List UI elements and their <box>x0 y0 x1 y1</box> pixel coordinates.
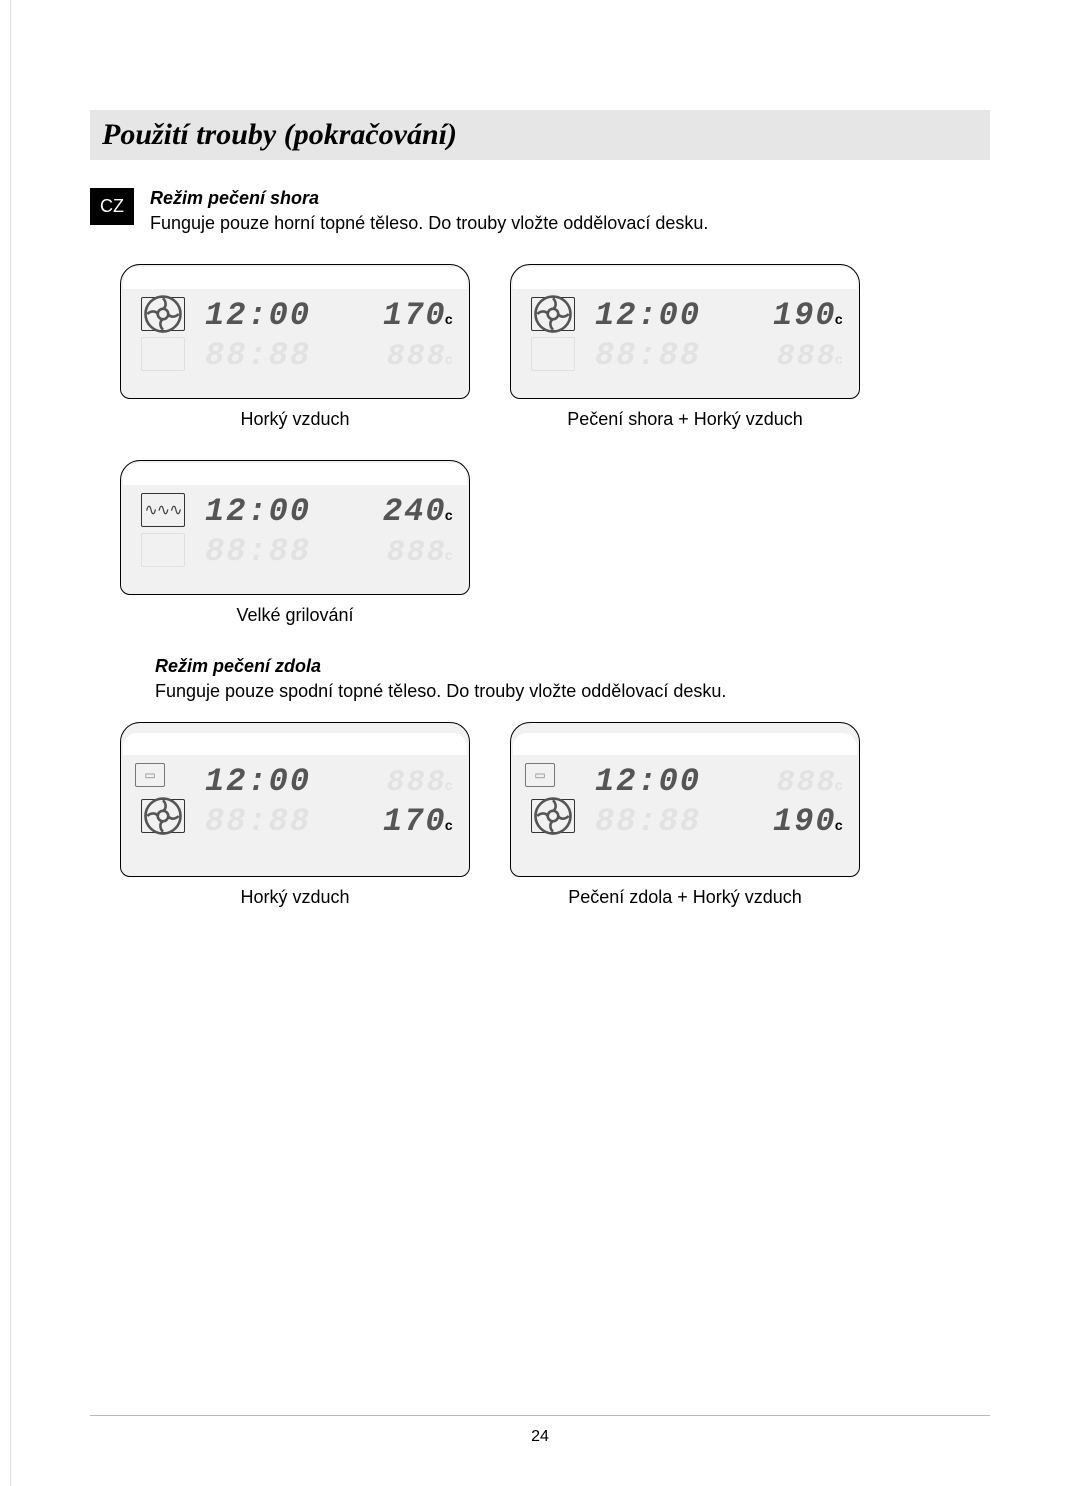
display-time-ghost: 88:88 <box>205 533 311 570</box>
display-panel: ∿∿∿ 12:00 240c 88:88 <box>120 460 470 626</box>
display-time: 12:00 <box>595 297 701 334</box>
fan-icon <box>141 297 185 331</box>
display-temp: 170 <box>383 297 447 334</box>
mode-box-icon: ▭ <box>525 763 555 787</box>
section-top-heading: Režim pečení shora <box>150 188 990 209</box>
panel-caption: Pečení zdola + Horký vzduch <box>510 887 860 908</box>
panel-caption: Horký vzduch <box>120 887 470 908</box>
display-temp-ghost: 888 <box>777 766 837 800</box>
page-number: 24 <box>0 1428 1080 1446</box>
ghost-icon-box <box>531 337 575 371</box>
ghost-icon-box <box>141 533 185 567</box>
grill-icon: ∿∿∿ <box>141 493 185 527</box>
display-temp: 190 <box>773 297 837 334</box>
display-time: 12:00 <box>205 297 311 334</box>
display-time-ghost: 88:88 <box>595 337 701 374</box>
display-temp-ghost: 888 <box>777 340 837 374</box>
display-time: 12:00 <box>595 763 701 800</box>
page-title: Použití trouby (pokračování) <box>102 118 978 152</box>
display-time-ghost: 88:88 <box>595 803 701 840</box>
page-title-bar: Použití trouby (pokračování) <box>90 110 990 160</box>
display-panel: ▭ 12:00 888c <box>510 722 860 908</box>
top-panel-grid: 12:00 170c 88:88 888c <box>90 264 990 626</box>
section-bottom-heading: Režim pečení zdola <box>155 656 990 677</box>
display-temp-ghost: 888 <box>387 536 447 570</box>
display-temp-ghost: 888 <box>387 766 447 800</box>
display-time: 12:00 <box>205 493 311 530</box>
language-badge: CZ <box>90 188 134 225</box>
display-temp: 190 <box>773 803 837 840</box>
mode-box-icon: ▭ <box>135 763 165 787</box>
display-time-ghost: 88:88 <box>205 337 311 374</box>
display-temp: 170 <box>383 803 447 840</box>
section-bottom-desc: Funguje pouze spodní topné těleso. Do tr… <box>155 681 990 702</box>
display-time-ghost: 88:88 <box>205 803 311 840</box>
panel-caption: Pečení shora + Horký vzduch <box>510 409 860 430</box>
display-temp: 240 <box>383 493 447 530</box>
fan-icon <box>531 799 575 833</box>
display-panel: ▭ 12:00 888c <box>120 722 470 908</box>
panel-caption: Horký vzduch <box>120 409 470 430</box>
display-temp-ghost: 888 <box>387 340 447 374</box>
panel-caption: Velké grilování <box>120 605 470 626</box>
section-top-desc: Funguje pouze horní topné těleso. Do tro… <box>150 213 990 234</box>
display-time: 12:00 <box>205 763 311 800</box>
display-panel: 12:00 190c 88:88 888c <box>510 264 860 430</box>
fan-icon <box>141 799 185 833</box>
bottom-panel-grid: ▭ 12:00 888c <box>90 722 990 908</box>
footer-rule <box>90 1415 990 1416</box>
fan-icon <box>531 297 575 331</box>
display-panel: 12:00 170c 88:88 888c <box>120 264 470 430</box>
ghost-icon-box <box>141 337 185 371</box>
